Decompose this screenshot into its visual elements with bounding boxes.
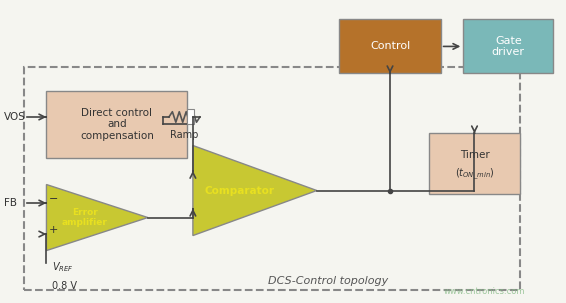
Text: VOS: VOS <box>4 112 26 122</box>
Text: Error
amplifier: Error amplifier <box>62 208 108 227</box>
FancyBboxPatch shape <box>340 19 441 73</box>
Polygon shape <box>46 185 148 251</box>
FancyBboxPatch shape <box>46 92 187 158</box>
Text: Comparator: Comparator <box>205 185 275 195</box>
Text: +: + <box>49 225 59 235</box>
Text: $V_{REF}$: $V_{REF}$ <box>52 260 74 274</box>
Text: Ramp: Ramp <box>170 131 199 141</box>
Text: Timer: Timer <box>460 149 490 159</box>
Text: −: − <box>49 194 59 204</box>
FancyBboxPatch shape <box>187 109 194 125</box>
FancyBboxPatch shape <box>463 19 554 73</box>
Text: FB: FB <box>4 198 17 208</box>
Text: Control: Control <box>370 42 410 52</box>
Text: DCS-Control topology: DCS-Control topology <box>268 276 388 286</box>
FancyBboxPatch shape <box>430 134 520 194</box>
Polygon shape <box>193 145 317 235</box>
Text: ($t_{ON\_min}$): ($t_{ON\_min}$) <box>454 166 494 181</box>
Text: Gate
driver: Gate driver <box>492 36 525 57</box>
Text: 0.8 V: 0.8 V <box>52 281 77 291</box>
Text: Direct control
and
compensation: Direct control and compensation <box>80 108 154 141</box>
Text: www.cntronics.com: www.cntronics.com <box>444 287 525 296</box>
